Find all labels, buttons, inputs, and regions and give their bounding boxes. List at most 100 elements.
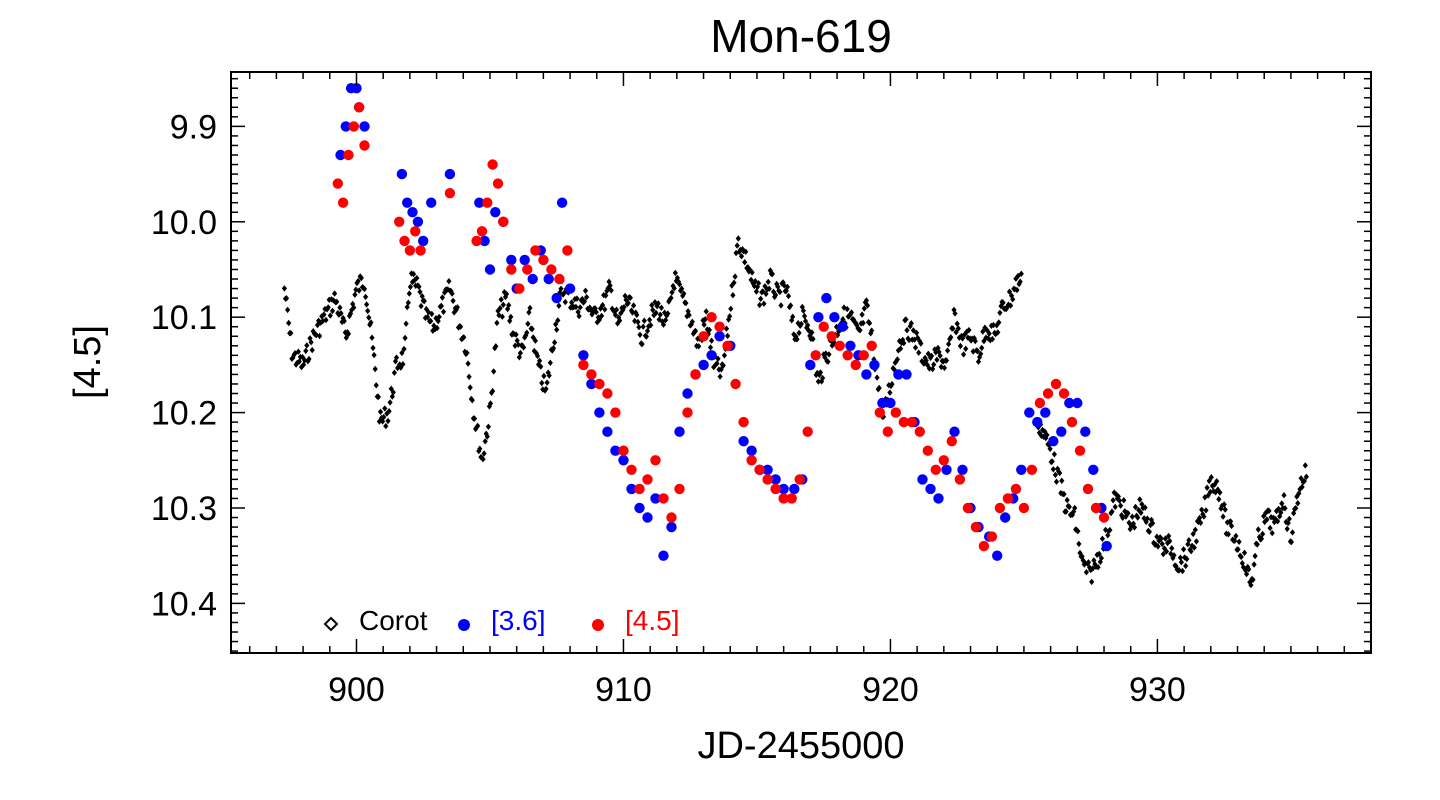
corot-point [323, 316, 329, 324]
ch2-point [986, 531, 998, 542]
corot-point [966, 326, 972, 334]
corot-point [1098, 554, 1104, 562]
corot-point [381, 413, 387, 421]
corot-point [596, 316, 602, 323]
corot-point [1302, 462, 1308, 469]
ch1-point [917, 474, 928, 485]
ch1-point [1048, 436, 1059, 447]
corot-point [540, 386, 546, 393]
ch1-point [666, 521, 677, 533]
corot-point [925, 350, 931, 357]
corot-point [290, 354, 296, 361]
ch2-point [506, 264, 517, 275]
corot-point [390, 389, 396, 396]
ch2-point [754, 464, 765, 475]
plot-points [281, 83, 1309, 589]
corot-point [499, 313, 505, 320]
plot-frame [230, 71, 1372, 654]
ch1-point [519, 254, 530, 266]
corot-point [1203, 507, 1209, 514]
corot-point [972, 337, 978, 345]
ch2-point [586, 369, 597, 380]
corot-point [1303, 473, 1309, 480]
corot-point [629, 309, 636, 316]
corot-point [1057, 469, 1063, 477]
ch2-point [634, 483, 645, 495]
corot-point [1191, 544, 1197, 551]
corot-point [338, 310, 344, 317]
ch2-point [343, 149, 354, 161]
corot-point [777, 288, 783, 296]
corot-point [761, 300, 767, 307]
corot-point [658, 304, 664, 311]
corot-point [903, 316, 909, 323]
corot-point [603, 292, 609, 299]
corot-point [304, 342, 310, 349]
corot-point [372, 365, 378, 373]
corot-point [579, 295, 585, 303]
corot-point [584, 293, 590, 301]
corot-point [529, 325, 535, 333]
corot-point [676, 281, 683, 288]
corot-point [424, 313, 431, 321]
corot-point [876, 384, 882, 392]
corot-point [647, 316, 653, 324]
corot-point [308, 339, 314, 346]
corot-point [1144, 515, 1150, 522]
ch2-point [399, 235, 410, 247]
ch1-point [426, 197, 437, 208]
ch1-point [551, 292, 562, 304]
corot-point [376, 418, 382, 425]
corot-point [1112, 503, 1118, 511]
corot-point [1177, 554, 1183, 561]
corot-point [709, 337, 715, 344]
corot-point [889, 380, 895, 388]
corot-point [1006, 288, 1013, 295]
corot-point [726, 316, 732, 323]
corot-point [1251, 561, 1257, 568]
corot-point [1125, 510, 1131, 517]
corot-point [1120, 514, 1126, 521]
corot-point [953, 329, 959, 336]
corot-point [950, 325, 956, 332]
ch1-point [845, 340, 856, 351]
corot-point [823, 350, 829, 357]
corot-point [445, 286, 451, 293]
corot-point [599, 312, 605, 320]
corot-point [822, 354, 828, 361]
corot-point [618, 310, 624, 317]
corot-point [371, 351, 377, 359]
corot-point [1236, 538, 1242, 545]
corot-point [785, 292, 792, 300]
corot-point [461, 334, 467, 341]
corot-point [527, 304, 533, 312]
corot-point [1064, 496, 1070, 504]
corot-point [1244, 570, 1250, 578]
corot-point [454, 304, 460, 311]
corot-point [683, 299, 689, 307]
corot-point [717, 373, 723, 380]
ch1-point [543, 273, 554, 285]
corot-point [980, 328, 986, 335]
corot-point [317, 332, 323, 340]
corot-point [536, 361, 542, 368]
corot-point [490, 387, 496, 395]
corot-point [631, 302, 637, 309]
corot-point [869, 327, 875, 334]
ch1-point [602, 426, 613, 437]
corot-point [901, 339, 907, 347]
ch2-point [738, 416, 749, 428]
ch1-point [837, 321, 848, 332]
corot-point [422, 314, 428, 322]
corot-point [1276, 505, 1282, 513]
x-tick-label: 900 [328, 671, 385, 709]
corot-point [1241, 549, 1248, 556]
ch1-point [351, 83, 362, 94]
ch2-point [946, 436, 957, 447]
ch2-point [1018, 502, 1030, 514]
corot-point [734, 242, 740, 249]
corot-point [1282, 505, 1288, 512]
ch1-point [957, 464, 968, 475]
corot-point [516, 354, 522, 361]
corot-point [686, 311, 692, 319]
